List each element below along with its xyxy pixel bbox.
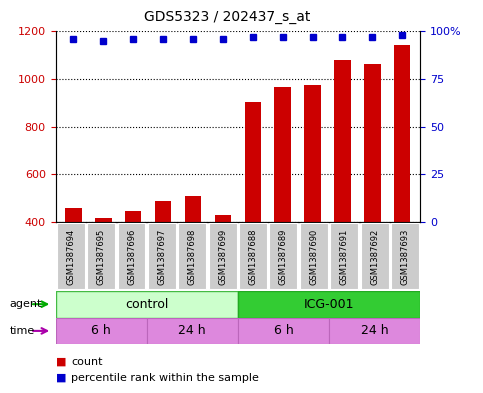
Bar [244, 102, 261, 317]
Text: GSM1387696: GSM1387696 [127, 228, 136, 285]
Text: GSM1387693: GSM1387693 [400, 228, 410, 285]
Bar [57, 223, 85, 289]
Text: GSM1387689: GSM1387689 [279, 228, 288, 285]
Text: ICG-001: ICG-001 [304, 298, 355, 311]
Text: percentile rank within the sample: percentile rank within the sample [71, 373, 259, 383]
Bar [148, 223, 176, 289]
Bar [274, 87, 291, 317]
Bar [125, 211, 142, 317]
Text: GSM1387699: GSM1387699 [218, 228, 227, 285]
Text: 6 h: 6 h [273, 324, 293, 338]
Bar [117, 223, 145, 289]
Bar [300, 223, 328, 289]
Text: GSM1387691: GSM1387691 [340, 228, 349, 285]
Text: GSM1387694: GSM1387694 [66, 228, 75, 285]
Bar [155, 200, 171, 317]
Text: agent: agent [10, 299, 42, 309]
Bar [209, 223, 237, 289]
Text: control: control [125, 298, 169, 311]
Text: 6 h: 6 h [91, 324, 111, 338]
Bar [391, 223, 419, 289]
Bar [185, 196, 201, 317]
Bar [364, 64, 381, 317]
Text: ■: ■ [56, 373, 66, 383]
Text: GSM1387697: GSM1387697 [157, 228, 167, 285]
Text: time: time [10, 326, 35, 336]
Bar [87, 223, 115, 289]
Bar [215, 215, 231, 317]
Bar [56, 318, 147, 344]
Bar [334, 60, 351, 317]
Text: GSM1387692: GSM1387692 [370, 228, 379, 285]
Bar [361, 223, 389, 289]
Text: 24 h: 24 h [361, 324, 388, 338]
Text: GSM1387695: GSM1387695 [97, 228, 106, 285]
Text: 24 h: 24 h [179, 324, 206, 338]
Bar [304, 85, 321, 317]
Bar [147, 318, 238, 344]
Bar [65, 208, 82, 317]
Bar [238, 318, 329, 344]
Text: count: count [71, 357, 102, 367]
Bar [394, 44, 411, 317]
Bar [56, 291, 238, 318]
Text: GDS5323 / 202437_s_at: GDS5323 / 202437_s_at [144, 10, 310, 24]
Bar [239, 223, 267, 289]
Bar [329, 318, 420, 344]
Bar [238, 291, 420, 318]
Bar [95, 219, 112, 317]
Bar [178, 223, 206, 289]
Text: GSM1387690: GSM1387690 [309, 228, 318, 285]
Bar [330, 223, 358, 289]
Text: GSM1387698: GSM1387698 [188, 228, 197, 285]
Bar [270, 223, 298, 289]
Text: ■: ■ [56, 357, 66, 367]
Text: GSM1387688: GSM1387688 [249, 228, 257, 285]
